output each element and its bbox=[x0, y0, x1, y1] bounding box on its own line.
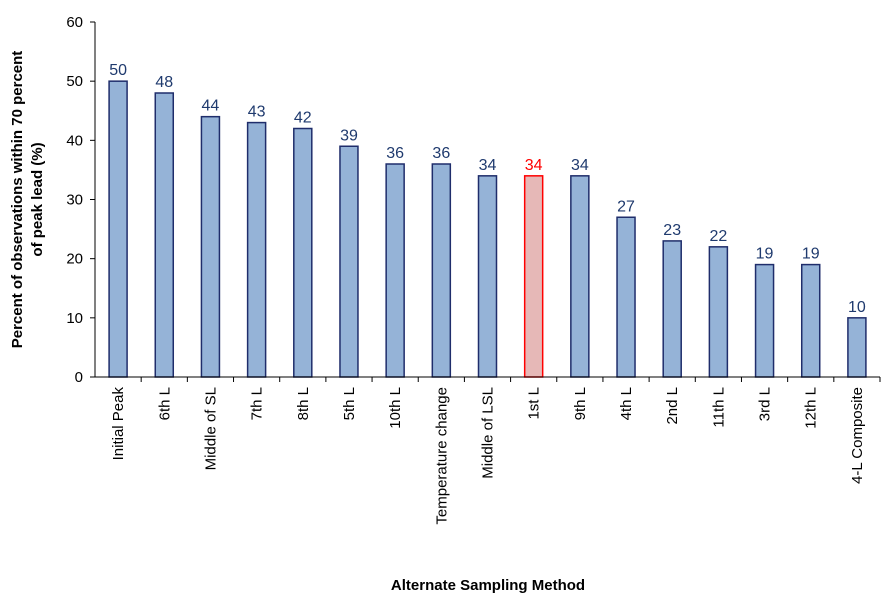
bar bbox=[754, 263, 775, 378]
data-label: 34 bbox=[525, 157, 543, 174]
value-labels: 50 48 44 43 42 39 36 36 34 34 34 27 23 22 19 19 10 bbox=[109, 62, 866, 316]
y-axis-title-line-2: of peak lead (%) bbox=[29, 142, 46, 256]
bar bbox=[108, 80, 128, 378]
data-label: 34 bbox=[571, 157, 589, 174]
x-tick-label: 8th L bbox=[295, 387, 312, 420]
bar bbox=[662, 240, 682, 378]
data-label: 36 bbox=[386, 145, 404, 162]
x-tick-label: 7th L bbox=[249, 387, 266, 420]
data-label: 48 bbox=[155, 74, 173, 91]
data-label: 44 bbox=[202, 98, 220, 115]
x-tick-label: Middle of SL bbox=[202, 387, 219, 470]
y-tick-label: 50 bbox=[66, 73, 83, 90]
bar bbox=[339, 145, 359, 378]
x-tick-label: 5th L bbox=[341, 387, 358, 420]
y-tick-label: 10 bbox=[66, 310, 83, 327]
bar bbox=[570, 175, 590, 378]
bar bbox=[431, 163, 452, 378]
data-label: 27 bbox=[617, 198, 635, 215]
bar bbox=[708, 246, 729, 378]
x-tick-label: 6th L bbox=[156, 387, 173, 420]
bar bbox=[293, 127, 313, 378]
bar bbox=[246, 121, 267, 378]
bar bbox=[800, 263, 821, 378]
x-tick-label: 10th L bbox=[387, 387, 404, 429]
bar bbox=[477, 175, 498, 378]
x-tick-label: 11th L bbox=[710, 387, 727, 428]
data-label: 43 bbox=[248, 104, 266, 121]
data-label: 36 bbox=[432, 145, 450, 162]
x-tick-label: 3rd L bbox=[757, 387, 774, 421]
y-axis-title-line-1: Percent of observations within 70 percen… bbox=[9, 51, 26, 349]
x-tick-label: 1st L bbox=[526, 387, 543, 420]
data-label: 42 bbox=[294, 110, 312, 127]
x-tick-label: 4-L Composite bbox=[849, 387, 866, 484]
y-axis-ticks: 0 10 20 30 40 50 60 bbox=[66, 14, 95, 386]
data-label: 39 bbox=[340, 127, 358, 144]
x-tick-label: Temperature change bbox=[433, 387, 450, 525]
bar bbox=[616, 216, 636, 378]
bar bbox=[200, 115, 221, 378]
bars bbox=[108, 80, 867, 378]
x-tick-label: 4th L bbox=[618, 387, 635, 420]
data-label: 19 bbox=[756, 246, 774, 263]
x-tick-label: 12th L bbox=[803, 387, 820, 429]
bar bbox=[385, 163, 405, 378]
x-axis-title: Alternate Sampling Method bbox=[391, 577, 585, 594]
y-tick-label: 40 bbox=[66, 132, 83, 149]
bar bbox=[523, 175, 544, 378]
data-label: 23 bbox=[663, 222, 681, 239]
category-labels: Initial Peak 6th L Middle of SL 7th L 8th L 5… bbox=[110, 377, 881, 525]
y-tick-label: 30 bbox=[66, 192, 83, 209]
data-label: 19 bbox=[802, 246, 820, 263]
data-label: 22 bbox=[709, 228, 727, 245]
data-label: 34 bbox=[479, 157, 497, 174]
bar bbox=[154, 92, 175, 378]
x-tick-label: Middle of LSL bbox=[480, 387, 497, 479]
x-tick-label: Initial Peak bbox=[110, 387, 127, 461]
data-label: 10 bbox=[848, 299, 866, 316]
y-tick-label: 60 bbox=[66, 14, 83, 31]
y-tick-label: 20 bbox=[66, 251, 83, 268]
y-tick-label: 0 bbox=[75, 369, 83, 386]
bar bbox=[847, 317, 867, 378]
x-tick-label: 9th L bbox=[572, 387, 589, 420]
x-tick-label: 2nd L bbox=[664, 387, 681, 425]
data-label: 50 bbox=[109, 62, 127, 79]
